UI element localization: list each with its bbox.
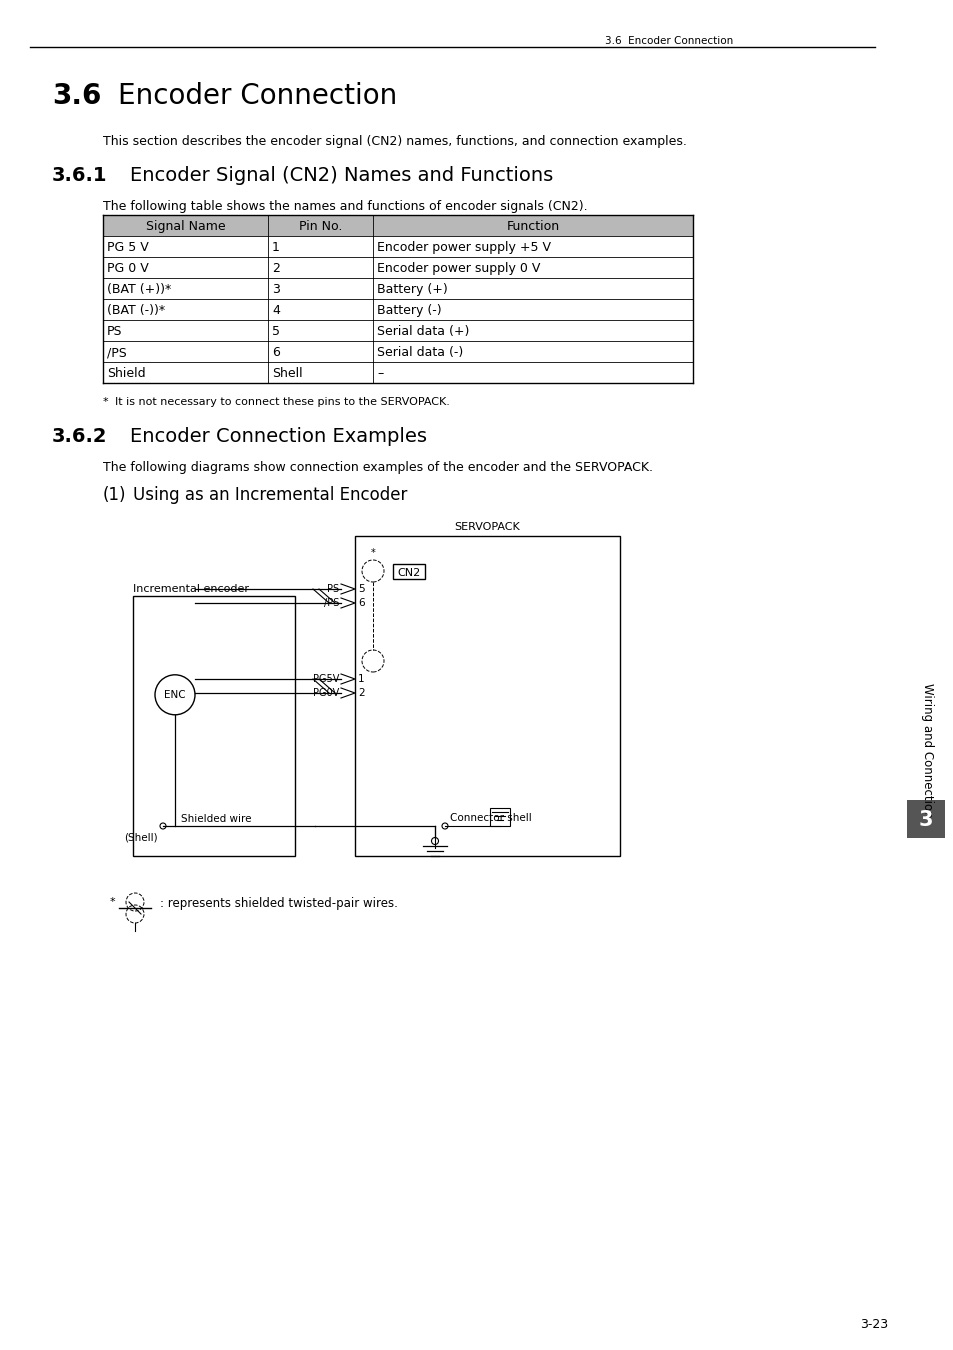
Text: The following diagrams show connection examples of the encoder and the SERVOPACK: The following diagrams show connection e…	[103, 460, 652, 474]
Text: PG 5 V: PG 5 V	[107, 242, 149, 254]
Text: 3: 3	[918, 810, 932, 830]
Text: 6: 6	[357, 598, 364, 608]
Text: PG0V: PG0V	[313, 688, 338, 698]
Text: 3: 3	[272, 284, 279, 296]
Bar	[906, 801, 944, 838]
Text: (BAT (+))*: (BAT (+))*	[107, 284, 172, 296]
Bar	[355, 536, 619, 856]
Text: Using as an Incremental Encoder: Using as an Incremental Encoder	[132, 486, 407, 504]
Text: 1: 1	[357, 674, 364, 684]
Text: Encoder Connection: Encoder Connection	[118, 82, 396, 109]
Text: Connector shell: Connector shell	[450, 813, 531, 823]
Text: Function: Function	[506, 220, 559, 234]
Text: 4: 4	[272, 304, 279, 317]
Text: (1): (1)	[103, 486, 127, 504]
Text: 6: 6	[272, 346, 279, 359]
Text: Incremental encoder: Incremental encoder	[132, 585, 249, 594]
Text: CN2: CN2	[397, 567, 420, 578]
Bar	[393, 564, 424, 579]
Text: 5: 5	[272, 325, 280, 338]
Text: 2: 2	[357, 688, 364, 698]
Text: This section describes the encoder signal (CN2) names, functions, and connection: This section describes the encoder signa…	[103, 135, 686, 148]
Text: Signal Name: Signal Name	[146, 220, 225, 234]
Text: ENC: ENC	[164, 690, 186, 699]
Text: Shell: Shell	[272, 367, 302, 379]
Text: Shielded wire: Shielded wire	[181, 814, 252, 824]
Text: *: *	[103, 397, 109, 406]
Text: The following table shows the names and functions of encoder signals (CN2).: The following table shows the names and …	[103, 200, 587, 213]
Text: 1: 1	[272, 242, 279, 254]
Text: Encoder power supply 0 V: Encoder power supply 0 V	[376, 262, 539, 275]
Bar	[490, 809, 510, 826]
Text: 3.6.1: 3.6.1	[52, 166, 108, 185]
Text: 3-23: 3-23	[859, 1319, 887, 1331]
Text: SERVOPACK: SERVOPACK	[455, 522, 519, 532]
Text: /PS: /PS	[323, 598, 338, 608]
Text: Pin No.: Pin No.	[298, 220, 342, 234]
Text: –: –	[376, 367, 383, 379]
Text: PG 0 V: PG 0 V	[107, 262, 149, 275]
Text: Shield: Shield	[107, 367, 146, 379]
Text: 3.6  Encoder Connection: 3.6 Encoder Connection	[604, 36, 733, 46]
Text: PG5V: PG5V	[313, 674, 338, 684]
Text: 3.6.2: 3.6.2	[52, 427, 108, 446]
Bar	[132, 595, 294, 856]
Text: Wiring and Connection: Wiring and Connection	[921, 683, 934, 817]
Text: *: *	[370, 548, 375, 558]
Text: Battery (-): Battery (-)	[376, 304, 441, 317]
Text: PS: PS	[327, 585, 338, 594]
Text: : represents shielded twisted-pair wires.: : represents shielded twisted-pair wires…	[160, 896, 397, 910]
Bar	[103, 215, 692, 236]
Text: Serial data (-): Serial data (-)	[376, 346, 463, 359]
Text: Encoder power supply +5 V: Encoder power supply +5 V	[376, 242, 551, 254]
Text: It is not necessary to connect these pins to the SERVOPACK.: It is not necessary to connect these pin…	[115, 397, 450, 406]
Text: /PS: /PS	[107, 346, 127, 359]
Text: 2: 2	[272, 262, 279, 275]
Text: (Shell): (Shell)	[124, 832, 158, 842]
Text: Serial data (+): Serial data (+)	[376, 325, 469, 338]
Text: (BAT (-))*: (BAT (-))*	[107, 304, 165, 317]
Text: PS: PS	[107, 325, 122, 338]
Text: 3.6: 3.6	[52, 82, 101, 109]
Text: Battery (+): Battery (+)	[376, 284, 447, 296]
Text: Encoder Connection Examples: Encoder Connection Examples	[130, 427, 427, 446]
Text: 5: 5	[357, 585, 364, 594]
Text: Encoder Signal (CN2) Names and Functions: Encoder Signal (CN2) Names and Functions	[130, 166, 553, 185]
Text: *: *	[110, 896, 115, 907]
